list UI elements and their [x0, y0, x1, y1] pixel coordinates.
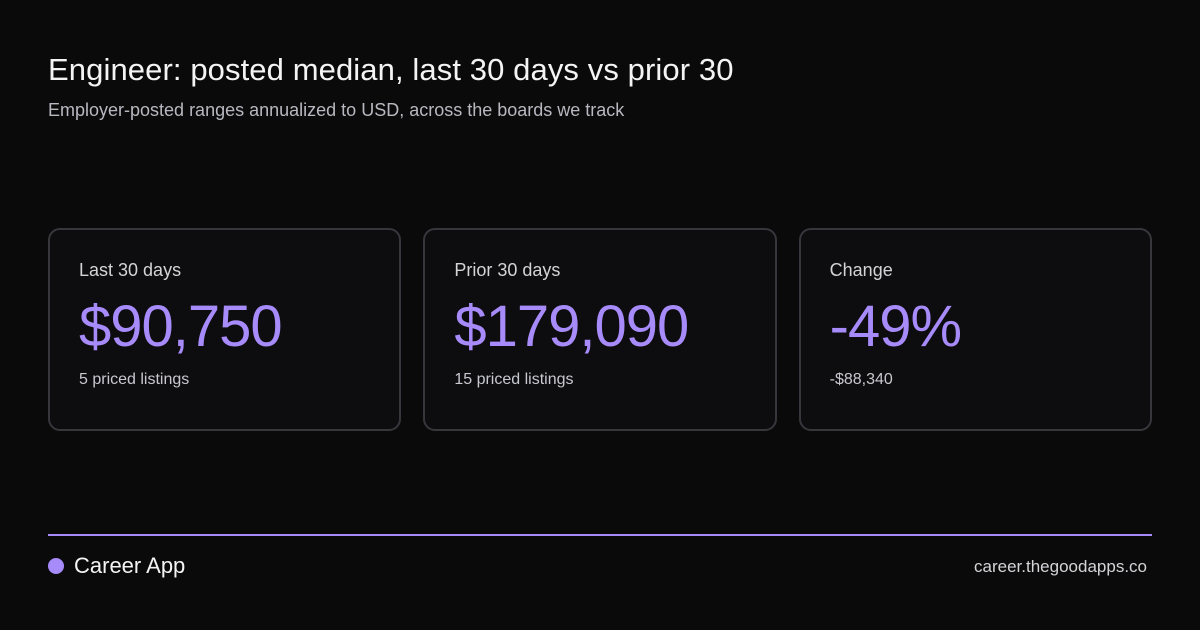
- footer-divider: [48, 534, 1152, 536]
- page-subtitle: Employer-posted ranges annualized to USD…: [48, 100, 625, 120]
- brand: Career App: [48, 553, 185, 579]
- stat-card-label: Last 30 days: [79, 260, 182, 280]
- brand-dot-icon: [48, 558, 64, 574]
- stat-card-note: -$88,340: [829, 371, 893, 388]
- site-url: career.thegoodapps.co: [974, 557, 1147, 576]
- brand-name: Career App: [74, 553, 186, 578]
- stat-card-label: Prior 30 days: [454, 260, 561, 280]
- stat-card-note: 5 priced listings: [79, 371, 190, 388]
- stat-card-last-30-days: Last 30 days $90,750 5 priced listings: [48, 228, 402, 431]
- stat-cards: Last 30 days $90,750 5 priced listings P…: [48, 228, 1152, 431]
- stat-card-value: $90,750: [79, 294, 283, 359]
- stat-card-change: Change -49% -$88,340: [798, 228, 1152, 431]
- stat-card-label: Change: [829, 260, 893, 280]
- page-title: Engineer: posted median, last 30 days vs…: [48, 52, 734, 87]
- stat-card-note: 15 priced listings: [454, 371, 574, 388]
- stat-card-value: -49%: [829, 294, 962, 359]
- stat-card-value: $179,090: [454, 294, 689, 359]
- stat-card-prior-30-days: Prior 30 days $179,090 15 priced listing…: [423, 228, 777, 431]
